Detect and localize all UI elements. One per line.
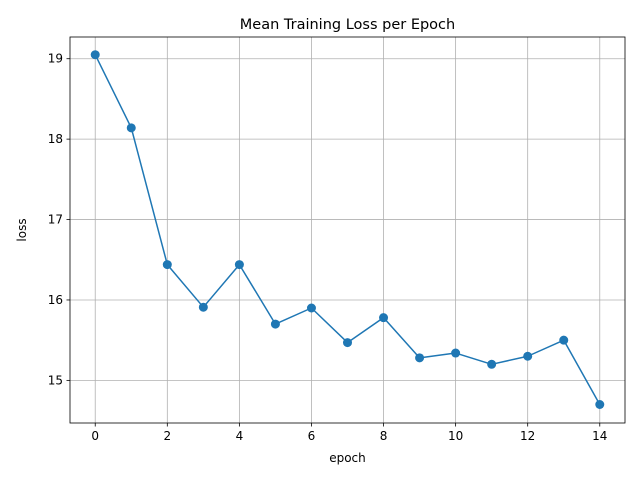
data-point <box>379 313 389 323</box>
data-point <box>162 260 172 270</box>
data-point <box>595 400 605 410</box>
chart-title: Mean Training Loss per Epoch <box>240 17 455 33</box>
data-point <box>234 260 244 270</box>
data-point <box>198 302 208 312</box>
data-point <box>306 303 316 313</box>
data-point <box>90 50 100 60</box>
data-point <box>270 319 280 329</box>
y-tick-label: 18 <box>48 132 63 146</box>
y-tick-label: 19 <box>48 52 63 66</box>
plot-frame <box>69 36 626 424</box>
x-tick-label: 12 <box>520 429 535 443</box>
axis-ticks: 0 2 4 6 8 10 12 14 15 16 17 18 19 <box>48 52 608 443</box>
data-point <box>126 123 136 133</box>
x-tick-label: 6 <box>308 429 316 443</box>
y-tick-label: 15 <box>48 373 63 387</box>
data-point <box>523 351 533 361</box>
series-group <box>90 50 605 410</box>
data-point <box>343 338 352 348</box>
x-tick-label: 0 <box>91 429 99 443</box>
x-tick-label: 14 <box>592 429 607 443</box>
y-axis-label: loss <box>15 218 29 241</box>
y-tick-label: 16 <box>48 293 63 307</box>
data-point <box>451 348 461 358</box>
x-tick-label: 10 <box>448 429 463 443</box>
data-point <box>559 335 569 345</box>
x-tick-label: 8 <box>380 429 388 443</box>
x-tick-label: 4 <box>236 429 244 443</box>
grid-lines <box>70 37 625 423</box>
x-tick-label: 2 <box>163 429 171 443</box>
data-point <box>415 353 425 363</box>
y-tick-label: 17 <box>48 213 63 227</box>
x-axis-label: epoch <box>329 451 366 465</box>
data-point <box>487 359 497 369</box>
